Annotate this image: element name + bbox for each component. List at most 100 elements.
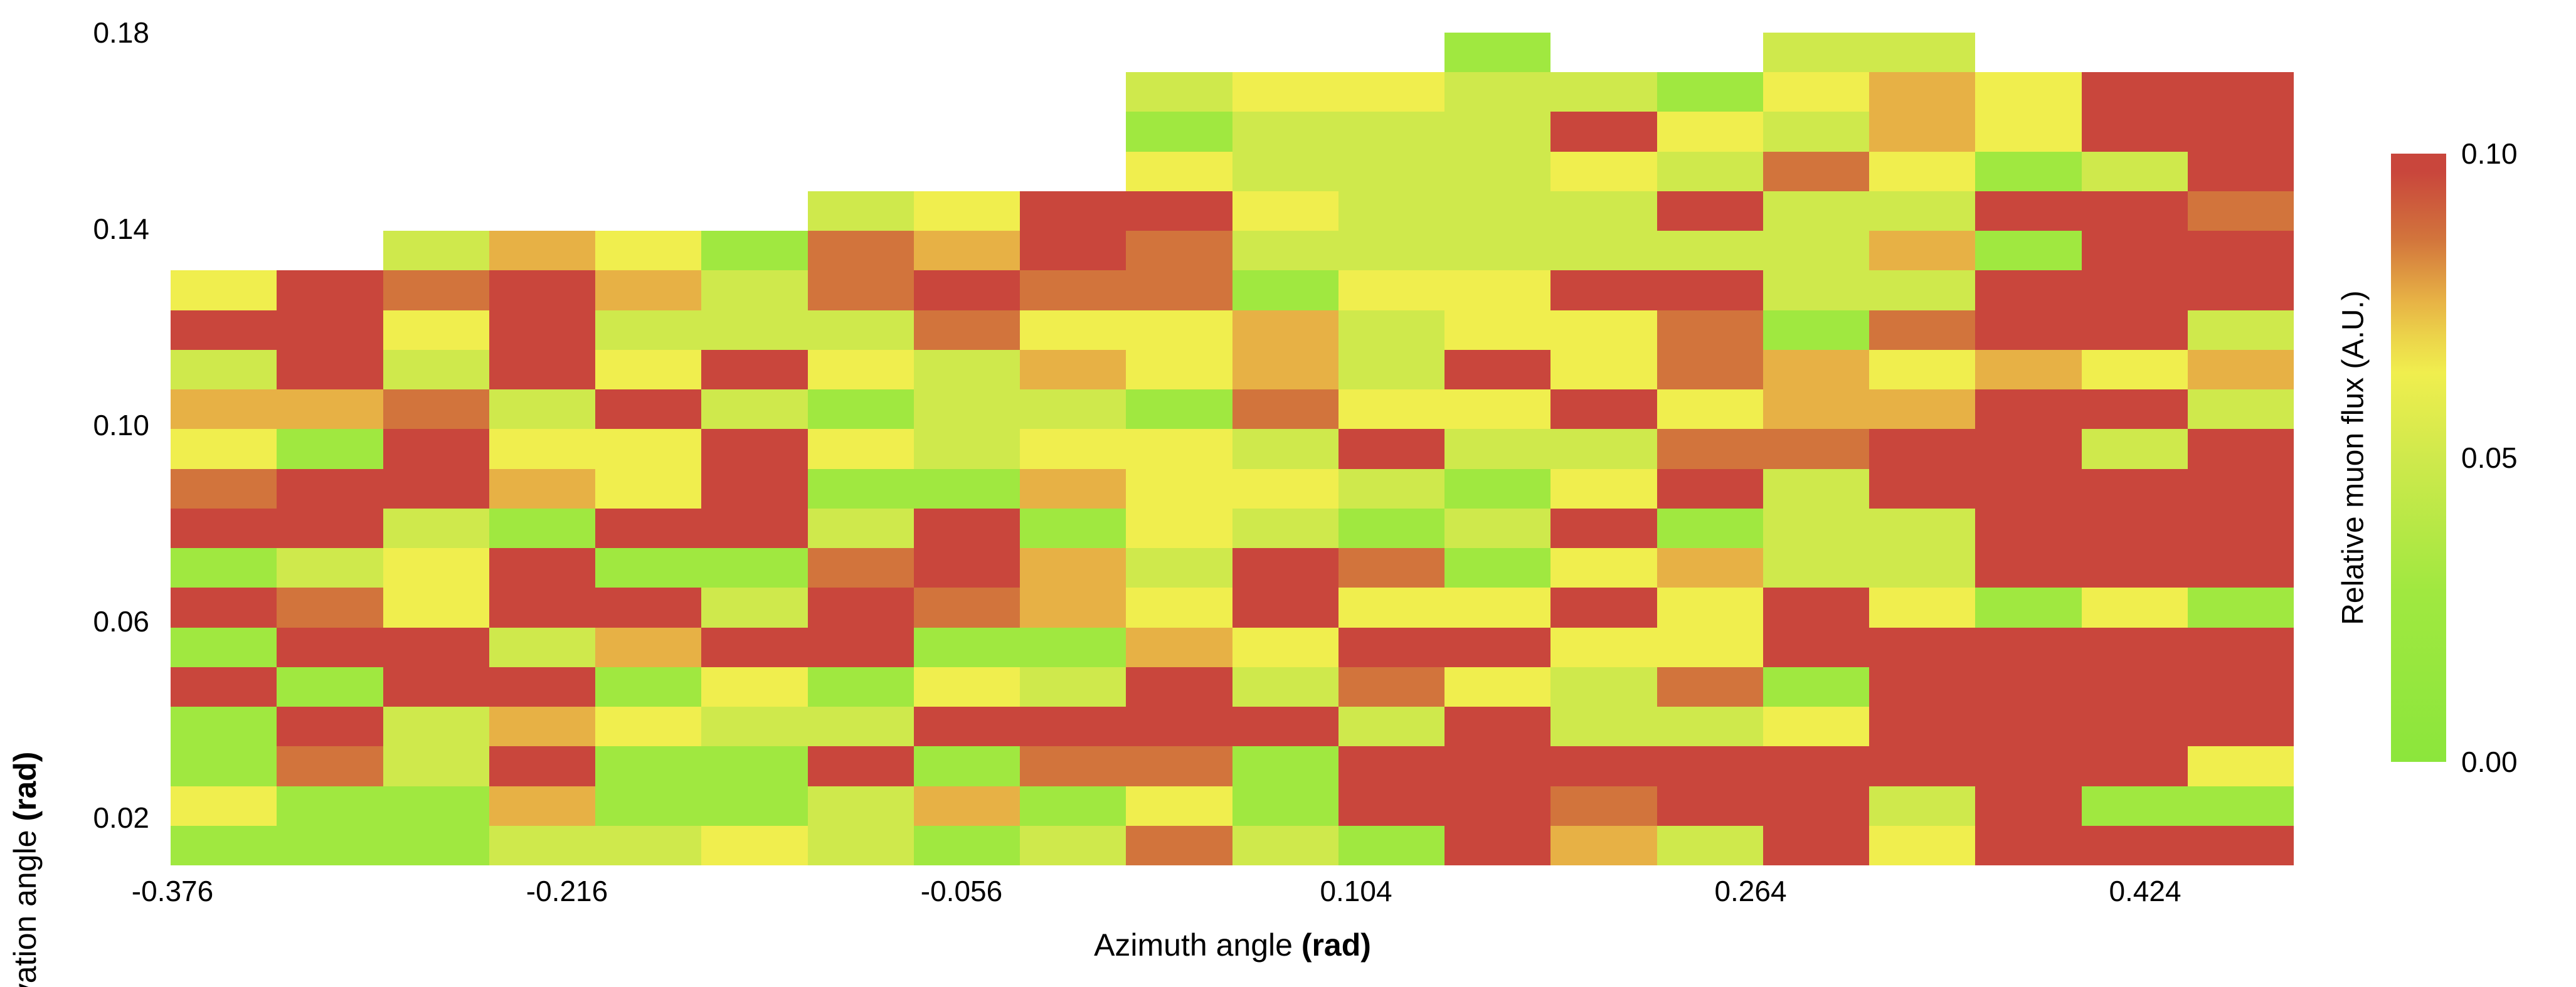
heatmap-cell bbox=[2081, 707, 2188, 747]
heatmap-cell bbox=[1444, 33, 1551, 73]
heatmap-cell bbox=[701, 468, 808, 509]
heatmap-cell bbox=[2082, 33, 2188, 72]
heatmap-cell bbox=[1444, 191, 1551, 231]
heatmap-cell bbox=[2187, 786, 2294, 826]
heatmap-cell bbox=[807, 270, 914, 310]
heatmap-cell bbox=[2187, 389, 2294, 430]
heatmap-cell bbox=[171, 191, 277, 231]
heatmap-cell bbox=[1975, 746, 2082, 786]
heatmap-cell bbox=[1444, 667, 1551, 707]
heatmap-cell bbox=[1444, 746, 1551, 786]
heatmap-cell bbox=[1232, 825, 1338, 865]
heatmap-cell bbox=[1869, 548, 1976, 588]
heatmap-cell bbox=[1444, 786, 1551, 826]
heatmap-cell bbox=[807, 349, 914, 390]
x-tick-label: -0.056 bbox=[920, 875, 1003, 907]
heatmap-cell bbox=[595, 588, 702, 628]
heatmap-cell bbox=[171, 786, 277, 826]
heatmap-cell bbox=[1232, 191, 1338, 231]
heatmap-cell bbox=[2187, 667, 2294, 707]
heatmap-cell bbox=[701, 627, 808, 667]
heatmap-cell bbox=[489, 33, 595, 72]
heatmap-cell bbox=[489, 429, 595, 469]
heatmap-cell bbox=[913, 310, 1020, 350]
heatmap-cell bbox=[2081, 825, 2188, 865]
heatmap-cell bbox=[1869, 349, 1976, 390]
heatmap-cell bbox=[489, 825, 595, 865]
heatmap-cell bbox=[2081, 627, 2188, 667]
y-tick-label: 0.10 bbox=[93, 409, 149, 441]
heatmap-cell bbox=[1232, 72, 1338, 112]
heatmap-cell bbox=[1656, 310, 1763, 350]
heatmap-cell bbox=[1444, 310, 1551, 350]
heatmap-cell bbox=[701, 231, 808, 271]
heatmap-cell bbox=[1126, 588, 1232, 628]
heatmap-cell bbox=[277, 389, 383, 430]
heatmap-cell bbox=[2081, 389, 2188, 430]
heatmap-cell bbox=[1762, 707, 1869, 747]
heatmap-cell bbox=[1338, 33, 1444, 72]
heatmap-cell bbox=[1869, 508, 1976, 549]
heatmap-cell bbox=[383, 152, 489, 191]
heatmap-cell bbox=[1975, 389, 2082, 430]
heatmap-cell bbox=[1656, 508, 1763, 549]
heatmap-cell bbox=[595, 627, 702, 667]
heatmap-cell bbox=[1656, 548, 1763, 588]
heatmap-cell bbox=[2187, 508, 2294, 549]
heatmap-cell bbox=[489, 349, 595, 390]
heatmap-cell bbox=[1126, 468, 1232, 509]
heatmap-cell bbox=[1338, 389, 1444, 430]
heatmap-cell bbox=[1656, 349, 1763, 390]
heatmap-cell bbox=[1550, 33, 1656, 72]
heatmap-cell bbox=[2187, 429, 2294, 469]
heatmap-cell bbox=[1656, 389, 1763, 430]
heatmap-cell bbox=[1232, 231, 1338, 271]
heatmap-cell bbox=[1869, 825, 1976, 865]
heatmap-cell bbox=[277, 667, 383, 707]
heatmap-cell bbox=[2081, 112, 2188, 152]
heatmap-cell bbox=[383, 231, 489, 271]
heatmap-cell bbox=[808, 33, 914, 72]
x-tick-label: 0.424 bbox=[2109, 875, 2181, 907]
heatmap-cell bbox=[171, 349, 277, 390]
heatmap-cell bbox=[1975, 191, 2082, 231]
heatmap-cell bbox=[595, 667, 702, 707]
heatmap-cell bbox=[171, 429, 277, 469]
heatmap-cell bbox=[1975, 310, 2082, 350]
heatmap-cell bbox=[383, 786, 489, 826]
heatmap-cell bbox=[383, 270, 489, 310]
heatmap-cell bbox=[2081, 746, 2188, 786]
heatmap-cell bbox=[913, 825, 1020, 865]
heatmap-cell bbox=[1550, 508, 1657, 549]
heatmap-cell bbox=[807, 786, 914, 826]
heatmap-cell bbox=[1550, 270, 1657, 310]
heatmap-cell bbox=[1232, 389, 1338, 430]
heatmap-cell bbox=[701, 548, 808, 588]
heatmap-cell bbox=[1020, 508, 1126, 549]
heatmap-cell bbox=[2081, 270, 2188, 310]
heatmap-cell bbox=[1020, 270, 1126, 310]
heatmap-cell bbox=[1020, 389, 1126, 430]
heatmap-cell bbox=[1020, 191, 1126, 231]
heatmap-cell bbox=[1338, 468, 1444, 509]
heatmap-cell bbox=[2187, 707, 2294, 747]
heatmap-cell bbox=[1762, 389, 1869, 430]
y-tick-label: 0.14 bbox=[93, 213, 149, 245]
heatmap-cell bbox=[595, 468, 702, 509]
heatmap-cell bbox=[701, 588, 808, 628]
heatmap-cell bbox=[1550, 825, 1657, 865]
heatmap-cell bbox=[1762, 548, 1869, 588]
heatmap-cell bbox=[701, 786, 808, 826]
heatmap-cell bbox=[1232, 270, 1338, 310]
heatmap-cell bbox=[171, 707, 277, 747]
heatmap-cell bbox=[171, 112, 277, 151]
heatmap-cell bbox=[1126, 231, 1232, 271]
heatmap-cell bbox=[171, 588, 277, 628]
heatmap-cell bbox=[1232, 33, 1338, 72]
heatmap-cell bbox=[1444, 112, 1551, 152]
heatmap-cell bbox=[1126, 349, 1232, 390]
heatmap-cell bbox=[1126, 707, 1232, 747]
heatmap-cell bbox=[1126, 825, 1232, 865]
heatmap-cell bbox=[489, 746, 595, 786]
